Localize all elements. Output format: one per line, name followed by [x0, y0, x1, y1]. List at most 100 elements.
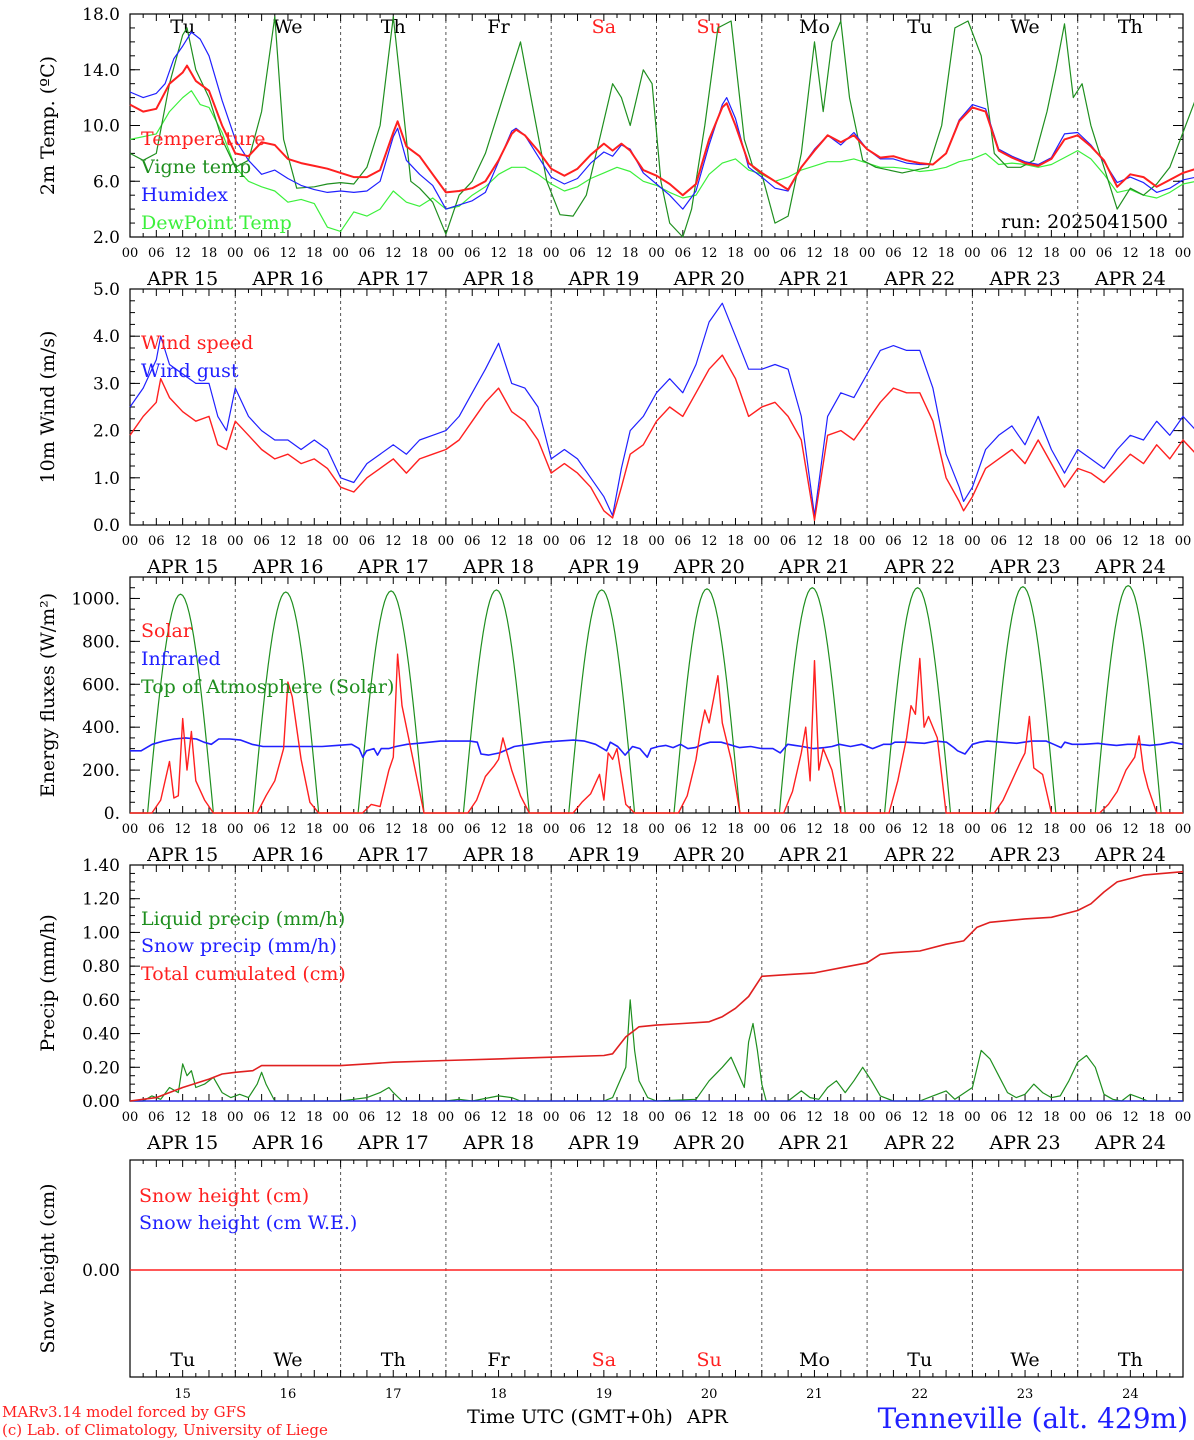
- hour-tick-label: 12: [385, 1110, 402, 1125]
- date-label: APR 21: [778, 556, 850, 578]
- hour-tick-label: 12: [280, 534, 297, 549]
- legend-snow-we: Snow height (cm W.E.): [139, 1212, 357, 1234]
- hour-tick-label: 12: [701, 534, 718, 549]
- y-tick-label: 1.40: [82, 856, 120, 876]
- hour-tick-label: 06: [780, 822, 797, 837]
- date-label: APR 19: [567, 556, 639, 578]
- hour-tick-label: 06: [359, 1110, 376, 1125]
- y-tick-label: 0.0: [93, 516, 120, 536]
- hour-tick-label: 00: [438, 534, 455, 549]
- legend-toa: Top of Atmosphere (Solar): [141, 676, 394, 698]
- hour-tick-label: 12: [174, 1110, 191, 1125]
- x-axis-month: APR: [686, 1406, 729, 1428]
- hour-tick-label: 00: [227, 246, 244, 261]
- series-line-toa: [1077, 584, 1183, 814]
- hour-tick-label: 06: [569, 534, 586, 549]
- y-tick-label: 5.0: [93, 280, 120, 300]
- hour-tick-label: 06: [675, 1110, 692, 1125]
- hour-tick-label: 18: [833, 822, 850, 837]
- hour-tick-label: 06: [780, 534, 797, 549]
- hour-tick-label: 18: [201, 822, 218, 837]
- hour-tick-label: 12: [1017, 1110, 1034, 1125]
- hour-tick-label: 06: [148, 1110, 165, 1125]
- hour-tick-label: 00: [543, 534, 560, 549]
- date-label: APR 18: [462, 1132, 534, 1154]
- hour-tick-label: 18: [517, 534, 534, 549]
- weekday-label: We: [273, 16, 302, 38]
- date-label: APR 19: [567, 844, 639, 866]
- hour-tick-label: 12: [490, 1110, 507, 1125]
- hour-tick-label: 18: [727, 246, 744, 261]
- legend-snow-height: Snow height (cm): [139, 1185, 309, 1207]
- y-tick-label: 0.00: [82, 1261, 120, 1281]
- hour-tick-label: 00: [227, 534, 244, 549]
- hour-tick-label: 06: [253, 1110, 270, 1125]
- hour-tick-label: 18: [1148, 534, 1165, 549]
- hour-tick-label: 00: [543, 822, 560, 837]
- hour-tick-label: 18: [517, 822, 534, 837]
- hour-tick-label: 12: [911, 534, 928, 549]
- weekday-label: Th: [381, 1349, 406, 1371]
- y-tick-label: 1.0: [93, 469, 120, 489]
- hour-tick-label: 12: [701, 246, 718, 261]
- y-tick-label: 600.: [82, 675, 120, 695]
- date-label: APR 22: [883, 556, 955, 578]
- hour-tick-label: 00: [1175, 246, 1192, 261]
- hour-tick-label: 06: [359, 534, 376, 549]
- legend-liquid: Liquid precip (mm/h): [141, 908, 345, 930]
- hour-tick-label: 18: [938, 822, 955, 837]
- credit-lab: (c) Lab. of Climatology, University of L…: [2, 1421, 328, 1439]
- weekday-label: We: [1010, 1349, 1039, 1371]
- series-line-toa: [235, 591, 341, 814]
- hour-tick-label: 06: [1096, 1110, 1113, 1125]
- hour-tick-label: 18: [1148, 246, 1165, 261]
- day-number-label: 18: [490, 1387, 507, 1402]
- series-line-toa: [340, 590, 446, 814]
- hour-tick-label: 00: [648, 822, 665, 837]
- hour-tick-label: 00: [964, 1110, 981, 1125]
- y-tick-label: 0.60: [82, 991, 120, 1011]
- hour-tick-label: 00: [859, 534, 876, 549]
- hour-tick-label: 12: [174, 246, 191, 261]
- hour-tick-label: 06: [675, 246, 692, 261]
- legend-snowprecip: Snow precip (mm/h): [141, 935, 337, 957]
- credit-model: MARv3.14 model forced by GFS: [2, 1403, 246, 1421]
- date-label: APR 19: [567, 268, 639, 290]
- date-label: APR 22: [883, 1132, 955, 1154]
- hour-tick-label: 00: [754, 1110, 771, 1125]
- date-label: APR 18: [462, 844, 534, 866]
- temperature-frame: [129, 13, 1184, 238]
- hour-tick-label: 12: [1122, 534, 1139, 549]
- hour-tick-label: 06: [253, 822, 270, 837]
- hour-tick-label: 06: [464, 534, 481, 549]
- hour-tick-label: 06: [780, 246, 797, 261]
- hour-tick-label: 18: [622, 246, 639, 261]
- hour-tick-label: 06: [464, 246, 481, 261]
- hour-tick-label: 06: [780, 1110, 797, 1125]
- hour-tick-label: 00: [543, 1110, 560, 1125]
- hour-tick-label: 18: [1148, 822, 1165, 837]
- y-tick-label: 2.0: [93, 228, 120, 248]
- date-label: APR 23: [989, 844, 1061, 866]
- hour-tick-label: 12: [1122, 246, 1139, 261]
- series-line-toa: [445, 589, 552, 814]
- weekday-label: Th: [1118, 16, 1143, 38]
- hour-tick-label: 00: [1069, 534, 1086, 549]
- hour-tick-label: 12: [806, 246, 823, 261]
- date-label: APR 15: [146, 844, 218, 866]
- hour-tick-label: 06: [885, 534, 902, 549]
- hour-tick-label: 00: [332, 822, 349, 837]
- hour-tick-label: 00: [754, 534, 771, 549]
- hour-tick-label: 06: [990, 822, 1007, 837]
- y-tick-label: 1000.: [71, 589, 120, 609]
- hour-tick-label: 06: [1096, 246, 1113, 261]
- run-label: run: 2025041500: [1001, 211, 1168, 233]
- weekday-label: Th: [381, 16, 406, 38]
- date-label: APR 23: [989, 1132, 1061, 1154]
- weekday-label: Tu: [907, 1349, 932, 1371]
- hour-tick-label: 18: [833, 534, 850, 549]
- hour-tick-label: 06: [253, 246, 270, 261]
- date-label: APR 20: [673, 1132, 745, 1154]
- date-label: APR 18: [462, 268, 534, 290]
- hour-tick-label: 18: [727, 534, 744, 549]
